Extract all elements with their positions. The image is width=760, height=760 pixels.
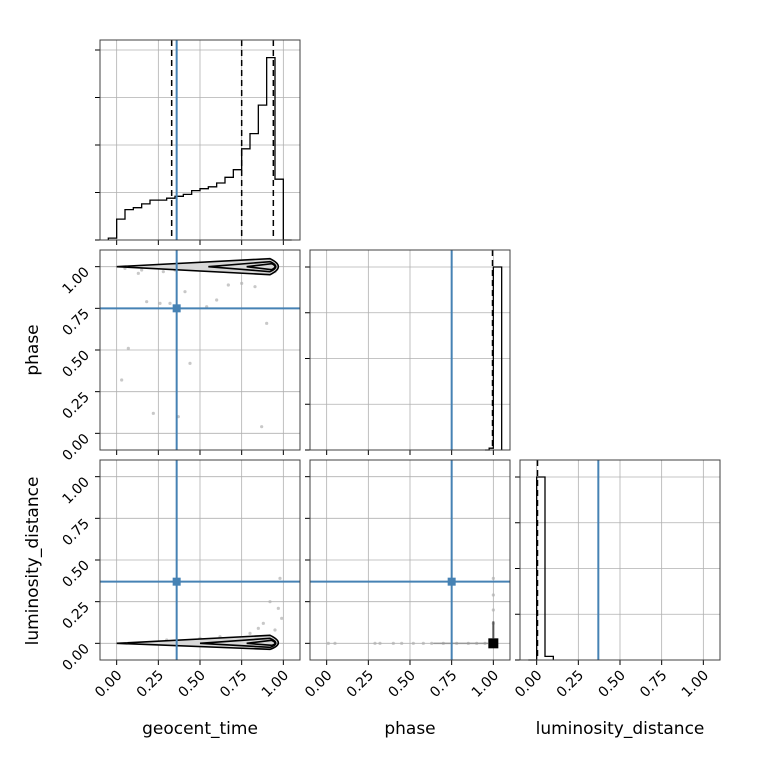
panel-hist-phase <box>305 249 511 455</box>
density-contour <box>208 260 277 273</box>
panel-phase-vs-geocent-time <box>95 249 301 455</box>
scatter-point <box>260 425 264 429</box>
panel-luminosity-distance-vs-phase <box>305 459 511 665</box>
panel-frame <box>309 249 511 451</box>
scatter-point <box>265 321 269 325</box>
scatter-point <box>136 271 140 275</box>
xlabel-luminosity-distance: luminosity_distance <box>536 719 705 739</box>
scatter-point <box>140 268 144 272</box>
scatter-point <box>261 621 265 625</box>
scatter-point <box>278 576 282 580</box>
scatter-point <box>161 270 165 274</box>
scatter-point <box>183 290 187 294</box>
density-core <box>488 638 499 649</box>
ylabel-phase: phase <box>23 324 43 375</box>
density-contour <box>199 637 277 649</box>
scatter-point <box>188 361 192 365</box>
scatter-point <box>268 600 272 604</box>
scatter-point <box>273 628 277 632</box>
scatter-point <box>145 300 149 304</box>
panel-frame <box>99 459 301 661</box>
scatter-point <box>280 616 284 620</box>
scatter-point <box>120 378 124 382</box>
scatter-point <box>378 641 382 645</box>
scatter-point <box>491 576 495 580</box>
scatter-point <box>326 641 330 645</box>
scatter-point <box>126 346 130 350</box>
scatter-point <box>391 641 395 645</box>
scatter-point <box>333 641 337 645</box>
scatter-point <box>253 285 257 289</box>
panel-hist-luminosity-distance <box>515 459 721 665</box>
scatter-point <box>373 641 377 645</box>
ylabel-luminosity-distance: luminosity_distance <box>23 477 43 646</box>
scatter-point <box>491 593 495 597</box>
density-contour <box>116 257 280 276</box>
scatter-point <box>168 301 172 305</box>
scatter-point <box>411 641 415 645</box>
scatter-point <box>491 608 495 612</box>
truth-marker <box>172 304 181 313</box>
xlabel-phase: phase <box>384 719 435 739</box>
density-fill <box>116 257 280 276</box>
density-contour <box>116 634 280 651</box>
xlabel-geocent-time: geocent_time <box>142 719 258 739</box>
scatter-point <box>240 281 244 285</box>
scatter-point <box>248 631 252 635</box>
panel-frame <box>99 249 301 451</box>
truth-marker <box>447 577 456 586</box>
scatter-point <box>256 626 260 630</box>
density-contour <box>246 639 276 647</box>
scatter-point <box>430 641 434 645</box>
panel-luminosity-distance-vs-geocent-time <box>95 459 301 665</box>
density-contour <box>246 262 276 271</box>
truth-marker <box>172 577 181 586</box>
scatter-point <box>276 606 280 610</box>
scatter-point <box>400 641 404 645</box>
histogram-step <box>107 56 292 241</box>
scatter-point <box>421 641 425 645</box>
panel-frame <box>309 459 511 661</box>
panel-frame <box>519 459 721 661</box>
panel-frame <box>99 39 301 241</box>
scatter-point <box>151 411 155 415</box>
scatter-point <box>215 298 219 302</box>
scatter-point <box>226 283 230 287</box>
panel-hist-geocent-time <box>95 39 301 245</box>
scatter-point <box>158 301 162 305</box>
